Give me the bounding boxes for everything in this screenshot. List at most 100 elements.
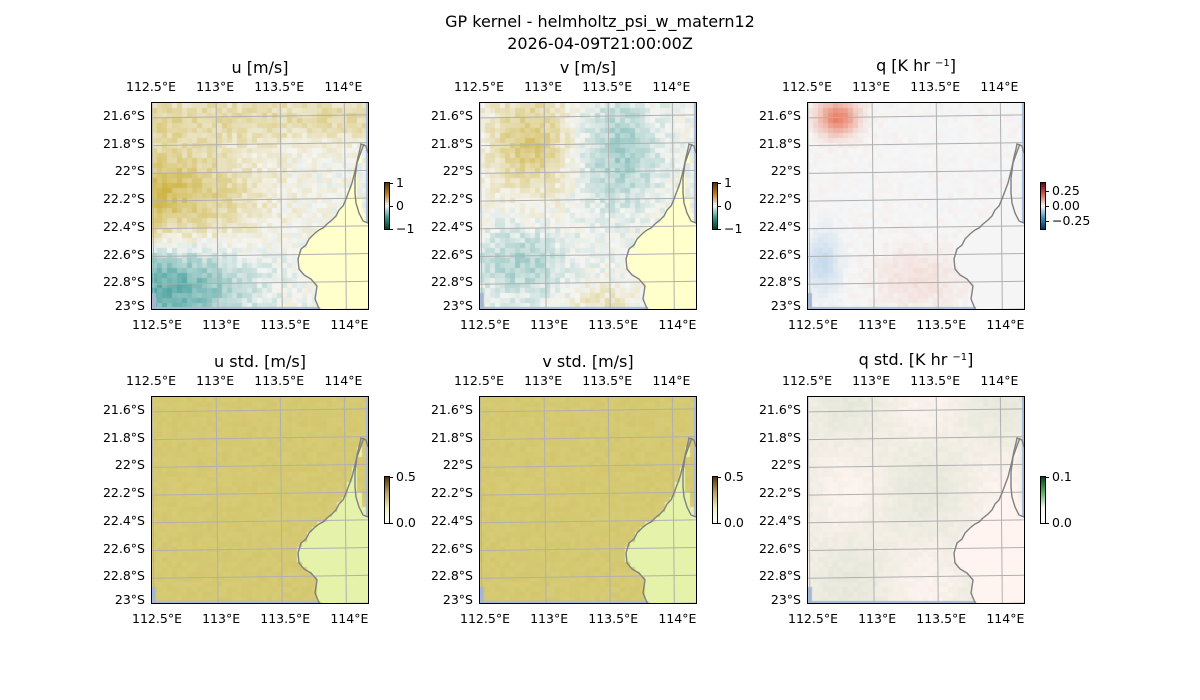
coastline-spit — [682, 143, 696, 224]
gridline-lon — [871, 397, 875, 603]
lon-tick-label-bottom: 114°E — [658, 611, 697, 626]
panel-title-q-std: q std. [K hr −1] — [858, 350, 974, 369]
lon-tick-label-bottom: 113°E — [202, 611, 241, 626]
lat-tick-label: 22°S — [114, 163, 145, 179]
gridline-lon — [480, 397, 483, 603]
gridline-lat — [152, 436, 368, 441]
lon-tick-label-top: 114°E — [324, 79, 363, 94]
panel-title-v: v [m/s] — [559, 58, 617, 77]
gridline-lat — [152, 519, 368, 524]
gridline-lon — [671, 397, 675, 603]
lon-tick-label-bottom: 113.5°E — [916, 611, 967, 626]
gridline-lon — [152, 397, 155, 603]
lon-tick-label-bottom: 113°E — [858, 611, 897, 626]
tick-mark — [1046, 523, 1049, 524]
gridline-lon — [543, 397, 547, 603]
gridline-lat — [808, 169, 1024, 174]
gridline-lat — [808, 491, 1024, 496]
gridline-lat — [808, 280, 1024, 285]
gridline-lon — [480, 103, 483, 309]
lat-tick-label: 22.2°S — [430, 485, 473, 501]
map-overlay — [808, 103, 1024, 309]
lon-tick-label-top: 113.5°E — [910, 79, 961, 94]
colorbar-tick-label: 0 — [724, 198, 732, 213]
gridline-lat — [661, 602, 696, 603]
lon-tick-label-bottom: 113°E — [202, 317, 241, 332]
gridline-lon — [215, 103, 219, 309]
lon-tick-label-bottom: 112.5°E — [460, 317, 510, 332]
gridline-lat — [152, 491, 368, 496]
gridline-lat — [333, 308, 368, 309]
gridline-lat — [989, 308, 1024, 309]
lon-tick-label-bottom: 112.5°E — [132, 317, 182, 332]
gridline-lat — [480, 280, 696, 285]
gridline-lon — [152, 103, 155, 309]
lon-tick-label-top: 113.5°E — [254, 373, 305, 388]
gridline-lon — [279, 397, 283, 603]
gridline-lat — [480, 519, 696, 524]
tick-mark — [718, 229, 721, 230]
gridline-lat — [480, 574, 696, 579]
colorbar-tick-label: 0.5 — [724, 469, 744, 484]
tick-mark — [1046, 206, 1049, 207]
lon-tick-label-bottom: 114°E — [658, 317, 697, 332]
lat-tick-label: 21.6°S — [430, 401, 473, 417]
field-raster — [480, 397, 696, 603]
lat-tick-label: 21.8°S — [430, 429, 473, 445]
gridline-lat — [152, 253, 368, 258]
lat-tick-label: 22.4°S — [430, 218, 473, 234]
lon-tick-label-bottom: 113.5°E — [588, 317, 639, 332]
panel-title-u: u [m/s] — [231, 58, 289, 77]
lon-tick-label-top: 114°E — [324, 373, 363, 388]
gridline-lat — [480, 114, 696, 119]
colorbar-v-std — [712, 476, 718, 524]
map-overlay — [808, 397, 1024, 603]
gridline-lon — [279, 103, 283, 309]
map-v-std — [479, 396, 697, 604]
lat-tick-label: 22.4°S — [102, 512, 145, 528]
gridline-lon — [999, 397, 1003, 603]
map-overlay — [480, 397, 696, 603]
map-v — [479, 102, 697, 310]
lat-tick-label: 22.8°S — [430, 274, 473, 290]
field-raster — [808, 103, 1024, 309]
tick-mark — [718, 523, 721, 524]
colorbar-tick-label: −1 — [724, 221, 743, 236]
gridline-lon — [808, 103, 811, 309]
lon-tick-label-top: 112.5°E — [454, 79, 504, 94]
colorbar-tick-label: 0.0 — [1052, 515, 1072, 530]
gridline-lon — [999, 103, 1003, 309]
lon-tick-label-top: 114°E — [652, 373, 691, 388]
gridline-lat — [480, 547, 696, 552]
map-u — [151, 102, 369, 310]
gridline-lon — [607, 397, 611, 603]
lon-tick-label-bottom: 113.5°E — [260, 317, 311, 332]
colorbar-q — [1040, 182, 1046, 230]
lon-tick-label-top: 112.5°E — [126, 79, 176, 94]
gridline-lon — [808, 397, 811, 603]
panel-title-u-std: u std. [m/s] — [214, 352, 306, 371]
gridline-lat — [152, 169, 368, 174]
colorbar-tick-label: 0.1 — [1052, 469, 1072, 484]
tick-mark — [718, 477, 721, 478]
colorbar-tick-label: 0 — [396, 198, 404, 213]
lat-tick-label: 22.6°S — [758, 540, 801, 556]
gridline-lat — [152, 547, 368, 552]
gridline-lat — [661, 308, 696, 309]
lat-tick-label: 23°S — [770, 298, 801, 313]
lat-tick-label: 21.6°S — [102, 401, 145, 417]
gridline-lat — [480, 408, 696, 413]
lat-tick-label: 21.6°S — [430, 107, 473, 123]
gridline-lat — [152, 197, 368, 202]
lat-tick-label: 22.2°S — [430, 191, 473, 207]
gridline-lat — [480, 253, 696, 258]
lon-tick-label-bottom: 112.5°E — [788, 611, 838, 626]
gridline-lat — [808, 436, 1024, 441]
gridline-lon — [935, 103, 939, 309]
gridline-lat — [480, 169, 696, 174]
lon-tick-label-bottom: 114°E — [330, 611, 369, 626]
lat-tick-label: 22.6°S — [102, 540, 145, 556]
lat-tick-label: 22°S — [442, 457, 473, 473]
lat-tick-label: 22.8°S — [758, 568, 801, 584]
colorbar-tick-label: 0.0 — [724, 515, 744, 530]
